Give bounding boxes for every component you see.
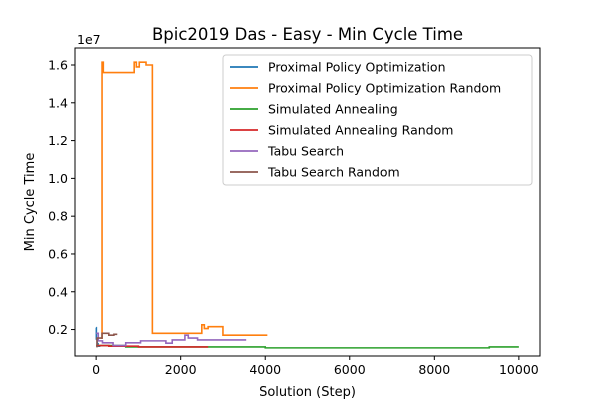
y-axis-ticks: 0.2 0.4 0.6 0.8 1.0 1.2 1.4 1.6 [48, 58, 75, 337]
y-tick-label: 0.4 [48, 284, 68, 299]
x-tick-label: 10000 [499, 362, 539, 377]
plot-series-group [95, 61, 519, 349]
series-line-5 [96, 332, 118, 348]
y-axis-offset-label: 1e7 [77, 32, 101, 47]
x-tick-label: 8000 [418, 362, 450, 377]
legend-label-0: Proximal Policy Optimization [268, 60, 446, 75]
legend-label-2: Simulated Annealing [268, 102, 398, 117]
plot-frame [74, 47, 541, 357]
y-tick-label: 1.0 [48, 171, 68, 186]
x-tick-label: 2000 [165, 362, 197, 377]
legend-label-4: Tabu Search [267, 144, 344, 159]
y-tick-label: 1.6 [48, 58, 68, 73]
y-tick-label: 0.6 [48, 246, 68, 261]
legend-box [222, 54, 533, 186]
y-tick-label: 1.2 [48, 133, 68, 148]
legend-items: Proximal Policy Optimization Proximal Pol… [230, 60, 501, 180]
legend-label-3: Simulated Annealing Random [268, 123, 453, 138]
x-tick-label: 0 [92, 362, 100, 377]
series-line-4 [96, 332, 247, 347]
y-tick-label: 0.2 [48, 322, 68, 337]
legend-label-1: Proximal Policy Optimization Random [268, 81, 501, 96]
x-tick-label: 4000 [249, 362, 281, 377]
x-axis-label: Solution (Step) [259, 385, 356, 400]
chart-legend: Proximal Policy Optimization Proximal Pol… [222, 54, 533, 186]
legend-label-5: Tabu Search Random [267, 165, 400, 180]
y-tick-label: 1.4 [48, 95, 68, 110]
x-tick-label: 6000 [334, 362, 366, 377]
chart-title: Bpic2019 Das - Easy - Min Cycle Time [152, 25, 463, 44]
y-axis-label: Min Cycle Time [23, 153, 38, 252]
series-line-1 [101, 61, 268, 339]
x-axis-ticks: 0 2000 4000 6000 8000 10000 [92, 356, 539, 377]
y-tick-label: 0.8 [48, 209, 68, 224]
